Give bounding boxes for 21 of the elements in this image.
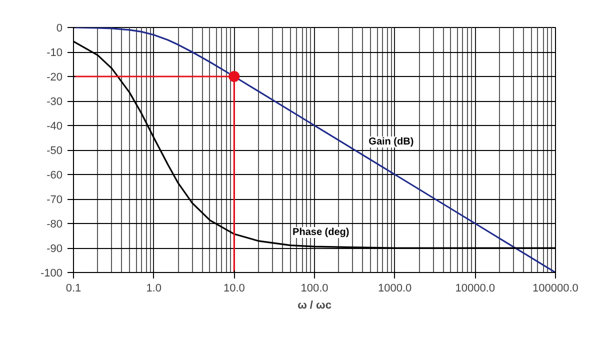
x-tick-label: 10.0 (223, 282, 245, 294)
x-tick-label: 10000.0 (455, 282, 496, 294)
x-tick-label: 100000.0 (532, 282, 578, 294)
x-tick-label: 1000.0 (378, 282, 412, 294)
x-tick-label: 100.0 (300, 282, 328, 294)
y-tick-label: -60 (46, 170, 63, 182)
series-label: Gain (dB) (368, 136, 414, 148)
x-axis-title: ω / ωc (298, 300, 332, 312)
x-tick-label: 0.1 (66, 282, 82, 294)
y-tick-label: -50 (46, 145, 63, 157)
y-tick-label: -80 (46, 218, 63, 230)
y-tick-label: 0 (56, 22, 63, 34)
y-tick-label: -30 (46, 96, 63, 108)
x-tick-label: 1.0 (146, 282, 162, 294)
y-tick-label: -20 (46, 72, 63, 84)
y-tick-label: -70 (46, 194, 63, 206)
series-label: Phase (deg) (292, 226, 350, 238)
y-tick-label: -100 (40, 268, 63, 280)
y-tick-label: -10 (46, 47, 63, 59)
y-tick-label: -40 (46, 120, 63, 132)
y-tick-label: -90 (46, 243, 63, 255)
